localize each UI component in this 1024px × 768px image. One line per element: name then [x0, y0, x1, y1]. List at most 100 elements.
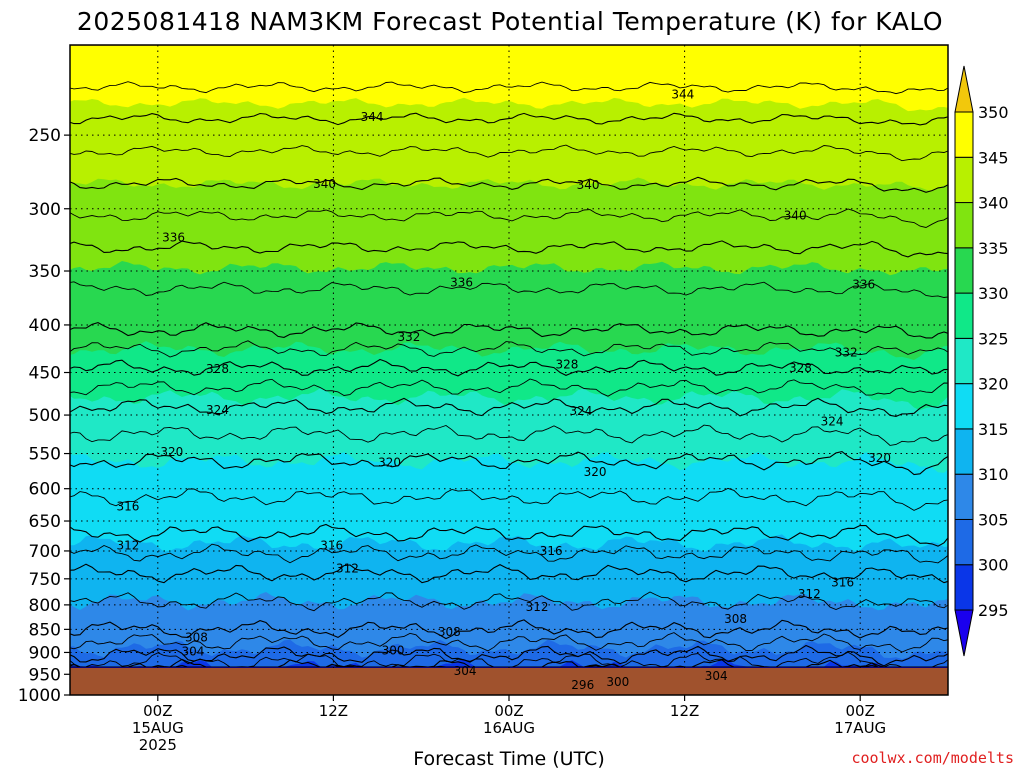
x-tick-label: 00Z — [846, 702, 875, 720]
colorbar-box-335 — [954, 202, 974, 249]
contour-322 — [70, 424, 948, 446]
contour-label: 312 — [336, 561, 359, 575]
x-axis-label: Forecast Time (UTC) — [413, 748, 604, 768]
contour-label: 320 — [160, 445, 183, 459]
x-tick-label: 12Z — [670, 702, 699, 720]
contour-label: 296 — [571, 678, 594, 692]
y-axis: 250 300 350 400 450 500 550 600 650 700 750 800 850 9… — [18, 126, 70, 706]
contour-label: 300 — [382, 644, 405, 658]
contour-label: 328 — [789, 361, 812, 375]
contour-label: 300 — [606, 675, 629, 689]
colorbar-box-320 — [954, 337, 974, 385]
colorbar-tick-label: 310 — [978, 465, 1009, 484]
contour-label: 340 — [784, 208, 807, 222]
credit-text: coolwx.com/modelts — [851, 749, 1014, 767]
contour-label: 320 — [584, 465, 607, 479]
contour-label: 304 — [705, 669, 728, 683]
contour-338 — [70, 208, 948, 228]
contour-344 — [70, 112, 948, 126]
contour-346 — [70, 81, 948, 95]
contour-label: 340 — [577, 178, 600, 192]
contour-label: 328 — [206, 362, 229, 376]
x-tick-label: 12Z — [319, 702, 348, 720]
colorbar-extend-high — [954, 65, 974, 113]
y-tick-label: 250 — [29, 126, 61, 146]
x-tick-label: 17AUG — [834, 719, 886, 737]
colorbar-tick-label: 330 — [978, 284, 1009, 303]
colorbar-box-300 — [954, 518, 974, 566]
contour-304 — [70, 644, 948, 667]
y-tick-label: 450 — [29, 364, 61, 384]
x-tick-label: 00Z — [143, 702, 172, 720]
y-tick-label: 550 — [29, 445, 61, 465]
contour-label: 312 — [116, 539, 139, 553]
colorbar-tick-label: 295 — [978, 601, 1009, 620]
contour-310 — [70, 591, 948, 612]
colorbar-box-315 — [954, 383, 974, 430]
contour-label: 344 — [361, 110, 384, 124]
y-tick-label: 400 — [29, 316, 61, 336]
contour-label: 316 — [320, 539, 343, 553]
colorbar-tick-label: 350 — [978, 103, 1009, 122]
contour-label: 336 — [450, 275, 473, 289]
contour-336 — [70, 240, 948, 258]
contour-316 — [70, 523, 948, 547]
contour-label: 324 — [821, 414, 844, 428]
contour-label: 320 — [868, 451, 891, 465]
y-tick-label: 850 — [29, 620, 61, 640]
contour-320 — [70, 451, 948, 476]
ground-layer — [70, 668, 948, 695]
colorbar-tick-label: 340 — [978, 194, 1009, 213]
colorbar-tick-label: 320 — [978, 375, 1009, 394]
y-tick-label: 750 — [29, 570, 61, 590]
x-tick-label: 16AUG — [483, 719, 535, 737]
contour-label: 336 — [852, 278, 875, 292]
contour-label: 308 — [438, 625, 461, 639]
y-tick-label: 950 — [29, 665, 61, 685]
contour-label: 304 — [454, 664, 477, 678]
colorbar-tick-label: 300 — [978, 556, 1009, 575]
y-tick-label: 1000 — [18, 686, 61, 706]
colorbar-tick-label: 345 — [978, 148, 1009, 167]
contour-330 — [70, 340, 948, 358]
y-tick-label: 600 — [29, 480, 61, 500]
x-tick-label: 00Z — [494, 702, 523, 720]
colorbar-box-340 — [954, 156, 974, 204]
contour-324 — [70, 397, 948, 417]
chart-title: 2025081418 NAM3KM Forecast Potential Tem… — [77, 7, 943, 36]
contour-label: 316 — [831, 576, 854, 590]
x-tick-label: 2025 — [139, 736, 177, 754]
colorbar-box-325 — [954, 292, 974, 339]
contour-label: 320 — [378, 455, 401, 469]
colorbar-extend-low — [954, 609, 974, 657]
contour-label-layer: 344 344 340 340 340 336 336 336 332 332 328 328 328 3… — [116, 87, 890, 691]
y-tick-label: 650 — [29, 512, 61, 532]
contour-label: 336 — [162, 230, 185, 244]
contour-label: 332 — [835, 345, 858, 359]
ground-surface — [70, 668, 948, 695]
contour-label: 312 — [798, 587, 821, 601]
colorbar-tick-label: 305 — [978, 510, 1009, 529]
contour-label: 332 — [397, 330, 420, 344]
y-tick-label: 900 — [29, 643, 61, 663]
contour-label: 308 — [185, 630, 208, 644]
contour-label: 324 — [206, 403, 229, 417]
y-tick-label: 700 — [29, 542, 61, 562]
colorbar-tick-label: 325 — [978, 329, 1009, 348]
colorbar: 295 300 305 310 315 320 325 330 335 340 345 350 — [954, 65, 1009, 657]
contour-label: 316 — [540, 544, 563, 558]
contour-label: 316 — [116, 499, 139, 513]
contour-label: 312 — [526, 600, 549, 614]
contour-308 — [70, 619, 948, 640]
contour-314 — [70, 543, 948, 564]
contour-label: 328 — [555, 357, 578, 371]
contour-326 — [70, 378, 948, 397]
colorbar-box-345 — [954, 111, 974, 158]
y-tick-label: 800 — [29, 596, 61, 616]
x-tick-label: 15AUG — [132, 719, 184, 737]
colorbar-box-305 — [954, 473, 974, 520]
colorbar-tick-label: 335 — [978, 239, 1009, 258]
contour-label: 324 — [570, 404, 593, 418]
y-tick-label: 350 — [29, 262, 61, 282]
